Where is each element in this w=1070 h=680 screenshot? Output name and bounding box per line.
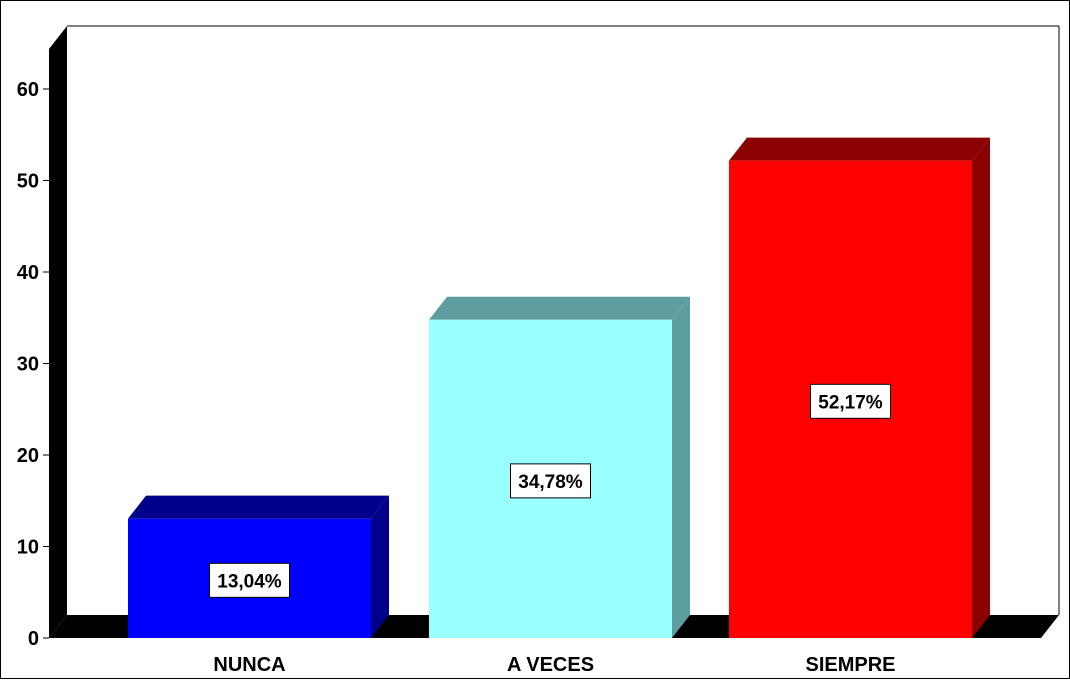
data-label-box	[810, 383, 891, 419]
x-tick-label: A VECES	[507, 654, 594, 676]
bar-top	[128, 495, 389, 519]
y-tick-label: 50	[17, 171, 39, 193]
x-tick-label: SIEMPRE	[805, 654, 895, 676]
y-tick-label: 40	[17, 262, 39, 284]
bar-top	[729, 137, 990, 161]
y-tick-label: 10	[17, 537, 39, 559]
data-label: 52,17%	[818, 392, 883, 413]
bar-side	[371, 495, 389, 638]
bar-side	[672, 296, 690, 638]
y-tick-label: 30	[17, 354, 39, 376]
data-label: 13,04%	[217, 571, 282, 592]
bar-side	[972, 137, 990, 638]
bar-top	[429, 296, 690, 320]
data-label-box	[209, 562, 290, 598]
data-label-box	[510, 463, 591, 499]
y-tick-label: 60	[17, 79, 39, 101]
left-wall	[49, 26, 67, 638]
y-tick-label: 20	[17, 445, 39, 467]
y-tick-label: 0	[28, 628, 39, 650]
bars-layer	[128, 137, 990, 638]
x-tick-label: NUNCA	[213, 654, 285, 676]
labels-layer: 13,04% NUNCA 34,78% A VECES 52,17% SIEMPRE	[209, 383, 896, 676]
data-label: 34,78%	[518, 472, 583, 493]
